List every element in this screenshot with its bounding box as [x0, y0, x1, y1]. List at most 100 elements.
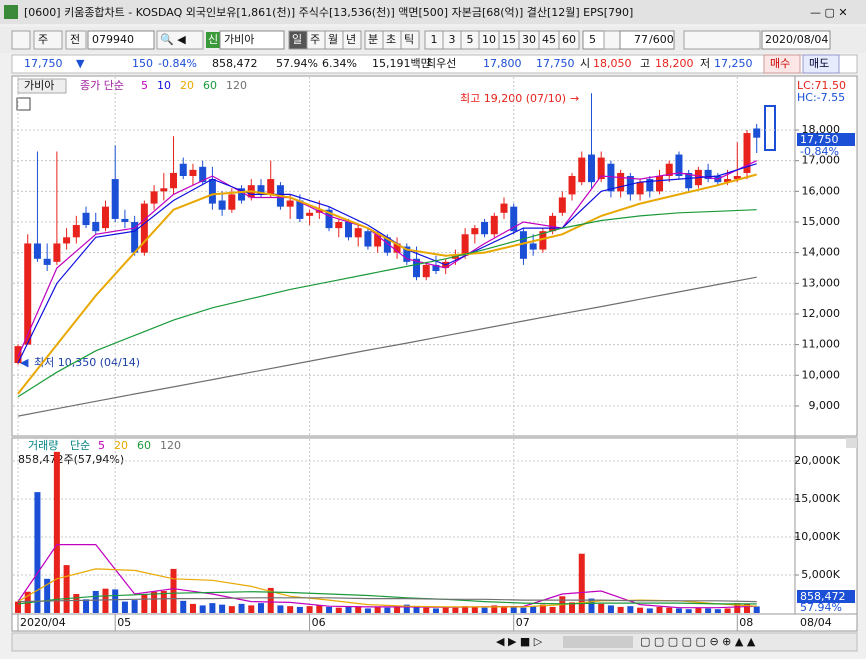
- sell-label[interactable]: 매도: [809, 57, 829, 70]
- interval-label: 15: [502, 33, 516, 46]
- y-tick-label: 15,000K: [794, 492, 840, 505]
- period-tab[interactable]: [342, 30, 362, 50]
- scroll-thumb[interactable]: [563, 636, 633, 648]
- volume-bar: [607, 605, 614, 613]
- date-label: 08: [739, 616, 753, 629]
- volume-bar: [355, 606, 362, 613]
- moving-average: [17, 597, 757, 603]
- app-icon: [4, 5, 18, 19]
- legend-entry: 120: [226, 79, 247, 92]
- search-icons: 🔍 ◀: [160, 32, 186, 46]
- moving-average: [17, 160, 757, 358]
- scroll-up: [846, 438, 857, 448]
- scrollbar[interactable]: [11, 632, 858, 652]
- volume-header: 858,472주(57,94%): [18, 453, 124, 466]
- volume-bar: [131, 600, 138, 613]
- legend-label: 단순: [70, 439, 90, 452]
- range-marker: [764, 105, 776, 151]
- volume-bar: [471, 606, 478, 613]
- moving-average: [17, 544, 757, 609]
- candle-body: [140, 203, 148, 253]
- volume-bar: [578, 553, 585, 613]
- period-tab-label: 분: [368, 33, 378, 46]
- sell-button[interactable]: [802, 54, 840, 74]
- candle-body: [558, 197, 566, 213]
- volume-bar: [277, 605, 284, 613]
- date-label: 2020/04: [20, 616, 66, 629]
- volume-bar: [637, 607, 644, 613]
- period-tab-label: 일: [292, 32, 302, 46]
- buy-button[interactable]: [763, 54, 801, 74]
- candle-body: [432, 264, 440, 272]
- candle-body: [24, 243, 32, 345]
- candle-body: [383, 237, 391, 253]
- last-volume-box: [797, 590, 855, 603]
- date-box[interactable]: [761, 30, 831, 50]
- zoom-controls: ▢ ▢ ▢ ▢ ▢ ⊖ ⊕ ▲ ▲: [640, 635, 756, 648]
- interval-button[interactable]: [558, 30, 580, 50]
- y-tick-label: 10,000K: [794, 530, 840, 543]
- last-price: 17,750: [800, 133, 839, 146]
- volume-bar: [44, 578, 51, 613]
- code-input[interactable]: [87, 30, 155, 50]
- candle-body: [451, 255, 459, 259]
- candle-body: [539, 231, 547, 250]
- period-button-label: 주: [38, 33, 48, 46]
- volume-bar: [384, 607, 391, 613]
- volume-bar: [501, 606, 507, 613]
- price: 17,750: [24, 57, 63, 70]
- volume-bar: [287, 606, 294, 613]
- candle-body: [481, 221, 489, 235]
- candle-body: [626, 176, 634, 195]
- volume-bar: [423, 607, 430, 613]
- candle-body: [510, 206, 518, 232]
- volume-bar: [695, 607, 702, 613]
- tool-icons[interactable]: [683, 30, 761, 50]
- low: 17,250: [714, 57, 753, 70]
- period-tab[interactable]: [400, 30, 420, 50]
- candle-body: [92, 221, 100, 232]
- last-volume: 858,472: [800, 590, 846, 603]
- stock-name: 가비아: [224, 33, 254, 46]
- period-tab-label: 주: [310, 33, 320, 46]
- interval-label: 60: [562, 33, 576, 46]
- volume-bar: [394, 606, 401, 613]
- volume-bar: [656, 606, 663, 613]
- prev-button[interactable]: [65, 30, 87, 50]
- volume-bar: [209, 603, 216, 613]
- volume-bar: [199, 605, 206, 613]
- last-price-box: [797, 133, 855, 146]
- change: 150: [132, 57, 153, 70]
- candle-body: [257, 185, 265, 195]
- volume-bar: [734, 603, 741, 613]
- grid-icon: [16, 97, 31, 111]
- volume-bar: [452, 607, 459, 613]
- volume-bar: [569, 602, 576, 613]
- volume-bar: [675, 608, 682, 613]
- volume-bar: [335, 607, 342, 613]
- candle-body: [267, 179, 275, 195]
- interval-label: 10: [482, 33, 496, 46]
- buy-label[interactable]: 매수: [770, 57, 790, 70]
- candle-body: [568, 176, 576, 195]
- search-buttons[interactable]: [156, 30, 204, 50]
- candle-body: [199, 166, 207, 183]
- ask: 17,800: [483, 57, 522, 70]
- volume-bar: [491, 605, 498, 613]
- candle-body: [607, 163, 615, 192]
- volume-bar: [92, 590, 99, 613]
- interval-label: 5: [467, 33, 474, 46]
- period-button[interactable]: [33, 30, 63, 50]
- date-label: 05: [117, 616, 131, 629]
- volume-bar: [374, 606, 381, 613]
- date-label: 07: [516, 616, 530, 629]
- candle-body: [704, 169, 712, 180]
- volume-bar: [646, 608, 653, 613]
- y-tick-label: 11,000: [802, 338, 841, 351]
- legend-entry: 120: [160, 439, 181, 452]
- volume-bar: [102, 588, 109, 613]
- candle-body: [208, 179, 216, 204]
- candle-body: [578, 157, 586, 183]
- volume-bar: [189, 603, 196, 613]
- y-tick-label: 9,000: [809, 399, 841, 412]
